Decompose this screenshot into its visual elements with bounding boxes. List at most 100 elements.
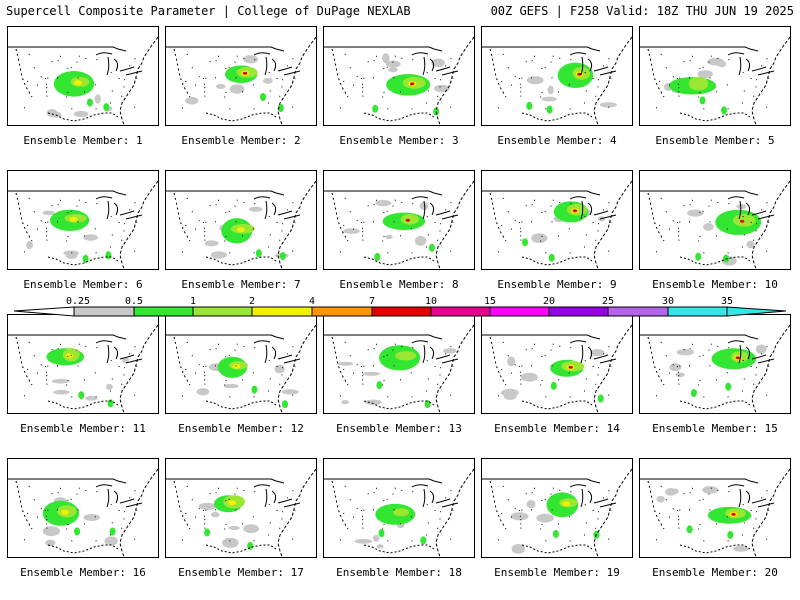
state-border-dot bbox=[229, 396, 231, 398]
ensemble-member-label: Ensemble Member: 4 bbox=[497, 134, 617, 147]
scp-low-area bbox=[675, 372, 685, 378]
west-coastline bbox=[647, 480, 665, 530]
state-border-dot bbox=[70, 66, 72, 68]
state-border-dot bbox=[224, 528, 226, 530]
state-border-dot bbox=[123, 230, 125, 232]
gulf-coastline bbox=[679, 544, 751, 554]
state-border-dot bbox=[386, 66, 388, 68]
state-border-dot bbox=[47, 221, 49, 223]
state-border-dot bbox=[585, 234, 587, 236]
state-border-dot bbox=[46, 235, 48, 237]
state-border-dot bbox=[254, 203, 256, 205]
state-border-dot bbox=[225, 212, 227, 214]
state-border-dot bbox=[191, 355, 193, 357]
great-lakes-outline bbox=[95, 484, 143, 508]
state-border-dot bbox=[362, 95, 364, 97]
state-border-dot bbox=[570, 203, 572, 205]
east-coastline bbox=[751, 180, 790, 269]
state-border-dot bbox=[129, 353, 131, 355]
state-border-dot bbox=[195, 372, 196, 374]
state-border-dot bbox=[235, 365, 237, 367]
scp-max-area bbox=[410, 82, 415, 86]
state-border-dot bbox=[568, 516, 570, 518]
scp-low-area bbox=[210, 511, 220, 518]
us-canada-border bbox=[166, 46, 285, 52]
scp-low-area bbox=[433, 84, 450, 93]
state-border-dot bbox=[703, 252, 705, 254]
state-border-dot bbox=[677, 515, 679, 517]
state-border-dot bbox=[66, 96, 68, 98]
state-border-dot bbox=[373, 77, 374, 79]
state-border-dot bbox=[110, 246, 111, 248]
state-border-dot bbox=[660, 341, 662, 343]
state-border-dot bbox=[94, 516, 96, 518]
state-border-dot bbox=[659, 224, 661, 226]
state-border-dot bbox=[598, 511, 600, 513]
state-border-dot bbox=[660, 53, 662, 55]
state-border-dot bbox=[743, 90, 745, 92]
state-border-dot bbox=[498, 251, 499, 253]
gulf-coastline bbox=[47, 544, 119, 554]
state-border-dot bbox=[755, 374, 757, 376]
scp-max-area bbox=[242, 71, 248, 75]
state-border-dot bbox=[376, 199, 377, 201]
gulf-coastline bbox=[679, 112, 751, 122]
state-border-dot bbox=[77, 365, 79, 367]
state-border-dot bbox=[742, 216, 744, 218]
state-border-dot bbox=[766, 394, 768, 396]
state-border-dot bbox=[559, 57, 561, 59]
scp-area bbox=[260, 93, 266, 101]
state-border-dot bbox=[520, 231, 522, 233]
state-border-dot bbox=[367, 61, 369, 63]
state-border-dot bbox=[136, 77, 138, 79]
state-border-dot bbox=[204, 527, 206, 529]
state-border-dot bbox=[195, 516, 196, 518]
scp-area bbox=[522, 238, 528, 247]
state-border-dot bbox=[544, 354, 546, 356]
scp-low-area bbox=[42, 526, 61, 537]
scp-map bbox=[166, 468, 316, 557]
state-border-dot bbox=[498, 539, 499, 541]
state-border-dot bbox=[411, 396, 413, 398]
ensemble-map-panel bbox=[165, 170, 317, 270]
state-border-dot bbox=[242, 235, 243, 237]
state-border-dot bbox=[392, 61, 394, 63]
us-canada-border bbox=[482, 478, 601, 484]
west-coastline bbox=[331, 336, 349, 386]
state-border-dot bbox=[96, 59, 98, 61]
state-border-dot bbox=[728, 347, 730, 349]
scp-low-area bbox=[547, 85, 554, 95]
colorbar-tick-label: 15 bbox=[483, 296, 497, 307]
state-border-dot bbox=[27, 80, 29, 82]
scp-low-area bbox=[83, 234, 99, 241]
state-border-dot bbox=[205, 509, 207, 511]
state-border-dot bbox=[204, 375, 206, 377]
scp-area bbox=[78, 391, 85, 400]
state-border-dot bbox=[28, 53, 30, 55]
state-border-dot bbox=[134, 490, 136, 492]
state-border-dot bbox=[383, 500, 385, 502]
west-coastline bbox=[489, 480, 507, 530]
state-border-dot bbox=[742, 534, 743, 536]
scp-low-area bbox=[414, 235, 427, 246]
state-border-dot bbox=[676, 78, 678, 79]
west-coastline bbox=[331, 48, 349, 98]
scp-map bbox=[324, 36, 474, 125]
great-lakes-outline bbox=[569, 196, 617, 220]
state-border-dot bbox=[584, 390, 585, 392]
state-border-dot bbox=[755, 230, 757, 232]
state-border-dot bbox=[363, 365, 365, 367]
state-border-dot bbox=[552, 55, 554, 57]
state-border-dot bbox=[95, 396, 97, 398]
state-border-dot bbox=[660, 485, 662, 487]
state-border-dot bbox=[768, 509, 770, 511]
colorbar-tick-label: 1 bbox=[189, 296, 197, 307]
state-border-dot bbox=[361, 515, 363, 517]
state-border-dot bbox=[203, 227, 205, 229]
state-border-dot bbox=[677, 83, 679, 85]
state-border-dot bbox=[412, 491, 414, 493]
state-border-dot bbox=[450, 250, 452, 252]
state-border-dot bbox=[84, 91, 85, 93]
state-border-dot bbox=[514, 508, 516, 510]
scp-low-area bbox=[94, 94, 101, 104]
